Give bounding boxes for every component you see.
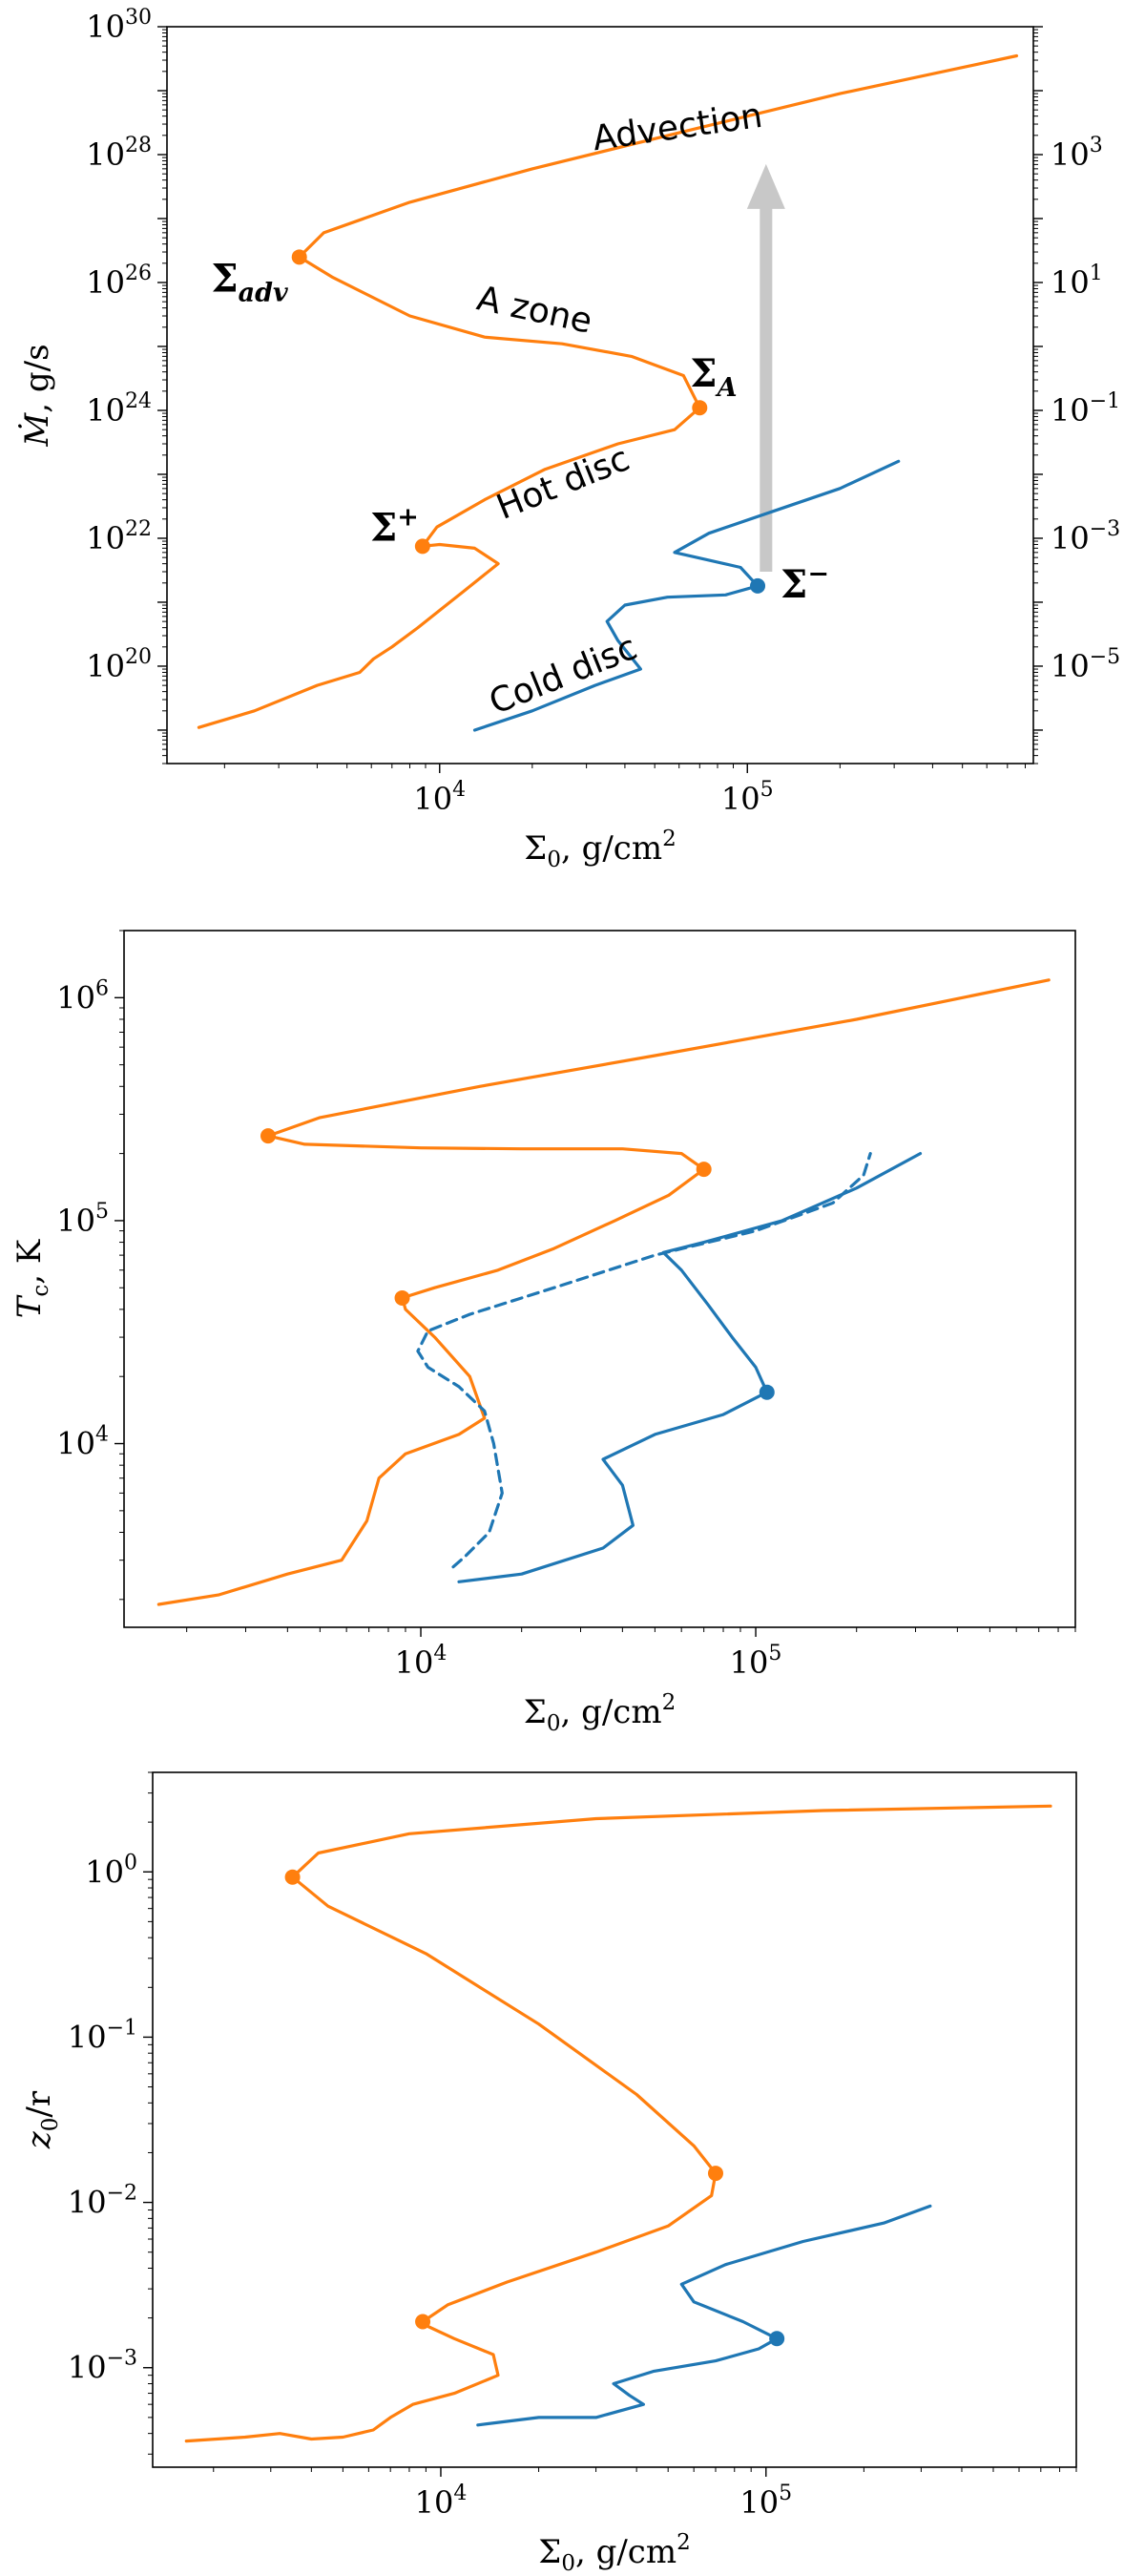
- critical-point-marker: [284, 1869, 301, 1885]
- x-tick-label: 104: [413, 778, 466, 817]
- y2-tick-label: 101: [1051, 262, 1103, 301]
- y-tick-label: 106: [56, 976, 109, 1016]
- chart-panel-3: 104 105 10−3 10−2 10−1 100 Σ0, g/cm2 z0/r: [20, 1771, 1077, 2576]
- chart-panel-1: 104 105 1020 1022 1024 1026 1028 1030 10−5 10−3 10…: [18, 6, 1120, 872]
- critical-point-marker: [414, 538, 430, 555]
- critical-point-marker: [696, 1162, 712, 1178]
- y-tick-label: 1022: [86, 517, 152, 556]
- curve-annotation: Cold disc: [484, 628, 642, 723]
- curve-annotation: Hot disc: [491, 439, 635, 528]
- series-line-blue-dashed: [416, 1152, 872, 1569]
- critical-point-label: Σ−: [781, 559, 829, 607]
- x-tick-label: 104: [415, 2482, 468, 2521]
- y-tick-label: 10−3: [68, 2347, 137, 2386]
- critical-point-label: Σadv: [211, 256, 288, 307]
- y-tick-label: 1030: [86, 6, 152, 45]
- axes-frame: [152, 1771, 1077, 2468]
- y-tick-label: 1028: [86, 134, 152, 173]
- curve-annotation: Advection: [591, 96, 765, 159]
- critical-point-marker: [769, 2331, 785, 2347]
- y-tick-label: 10−2: [68, 2182, 137, 2221]
- x-tick-label: 105: [739, 2482, 792, 2521]
- x-axis-label: Σ0, g/cm2: [538, 2530, 690, 2576]
- y2-tick-label: 103: [1051, 134, 1103, 173]
- critical-point-marker: [260, 1128, 276, 1144]
- critical-point-label: ΣA: [690, 351, 737, 403]
- x-tick-label: 104: [395, 1642, 448, 1681]
- critical-point-marker: [750, 577, 766, 594]
- y-tick-label: 1026: [86, 262, 152, 301]
- series-line-orange: [197, 53, 1019, 729]
- x-tick-label: 105: [730, 1642, 782, 1681]
- y-axis-label: Ṁ, g/s: [18, 344, 56, 447]
- series-line-blue: [457, 1152, 923, 1583]
- y-axis-label: z0/r: [20, 2090, 63, 2149]
- critical-point-marker: [394, 1289, 410, 1306]
- axes-frame: [123, 930, 1076, 1628]
- critical-point-marker: [759, 1384, 775, 1400]
- y-tick-label: 1024: [86, 389, 152, 429]
- transition-arrow-head: [746, 163, 785, 209]
- series-line-blue: [476, 2204, 932, 2427]
- y2-tick-label: 10−1: [1051, 389, 1120, 429]
- chart-panel-2: 104 105 104 105 106 Σ0, g/cm2 Tc, K: [10, 930, 1076, 1736]
- series-line-orange: [156, 978, 1051, 1606]
- curve-annotation: A zone: [473, 279, 595, 341]
- x-tick-label: 105: [721, 778, 774, 817]
- critical-point-marker: [692, 400, 708, 416]
- y2-tick-label: 10−5: [1051, 645, 1120, 684]
- critical-point-marker: [707, 2166, 723, 2182]
- y-tick-label: 104: [56, 1423, 109, 1462]
- y-tick-label: 10−1: [68, 2016, 137, 2055]
- critical-point-label: Σ+: [370, 502, 419, 550]
- y-tick-label: 105: [56, 1200, 109, 1239]
- x-axis-label: Σ0, g/cm2: [524, 1690, 676, 1736]
- axes-frame: [166, 26, 1034, 764]
- y-axis-label: Tc, K: [10, 1239, 53, 1318]
- y-tick-label: 1020: [86, 645, 152, 684]
- critical-point-marker: [291, 249, 307, 265]
- y2-tick-label: 10−3: [1051, 517, 1120, 556]
- series-line-orange: [184, 1804, 1052, 2443]
- critical-point-marker: [415, 2314, 431, 2330]
- series-line-blue: [472, 459, 901, 732]
- x-axis-label: Σ0, g/cm2: [524, 827, 676, 872]
- y-tick-label: 100: [85, 1851, 137, 1890]
